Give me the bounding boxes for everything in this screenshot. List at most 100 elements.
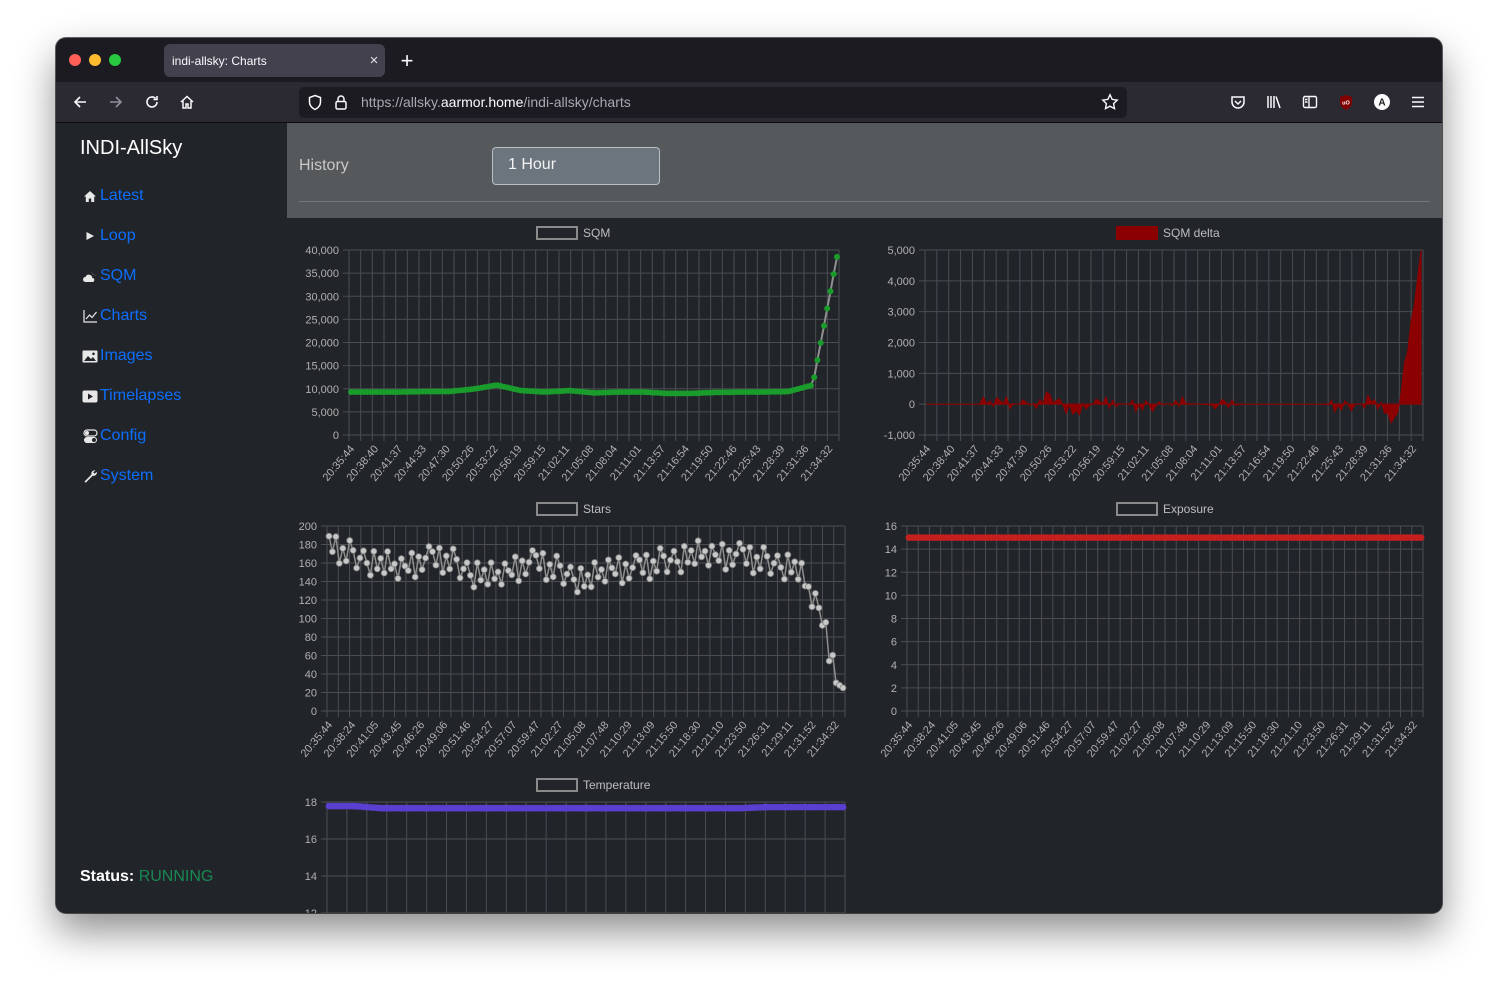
data-point <box>377 554 385 562</box>
sidebar-item-charts[interactable]: Charts <box>80 307 147 325</box>
y-tick-label: 180 <box>299 540 317 552</box>
pocket-icon[interactable] <box>1226 90 1250 114</box>
sidebar-item-timelapses[interactable]: Timelapses <box>80 387 181 405</box>
brand-title[interactable]: INDI-AllSky <box>80 137 183 159</box>
series-area <box>926 249 1422 424</box>
data-point <box>432 561 440 569</box>
y-tick-label: 200 <box>299 521 317 533</box>
data-point <box>398 555 405 563</box>
bookmark-star-icon[interactable] <box>1101 93 1119 114</box>
data-point <box>425 543 433 550</box>
svg-text:A: A <box>1378 98 1385 109</box>
y-tick-label: 0 <box>333 430 339 442</box>
library-icon[interactable] <box>1262 90 1286 114</box>
data-point <box>777 563 785 571</box>
sidebar-item-system[interactable]: System <box>80 467 153 485</box>
legend-label: SQM delta <box>1163 226 1220 240</box>
shield-icon[interactable] <box>307 94 323 114</box>
data-point <box>756 565 764 573</box>
ublock-icon[interactable]: uO <box>1334 90 1358 114</box>
data-point <box>725 546 733 554</box>
data-point <box>346 537 354 544</box>
tab-close-icon[interactable]: × <box>369 52 379 69</box>
history-select[interactable]: 1 Hour <box>492 147 660 185</box>
y-tick-label: 60 <box>305 651 317 663</box>
data-point <box>821 322 828 329</box>
data-point <box>805 583 812 591</box>
data-point <box>642 551 650 559</box>
sidebar-item-loop[interactable]: Loop <box>80 227 136 245</box>
close-window-button[interactable] <box>69 54 81 66</box>
data-point <box>456 574 464 582</box>
data-point <box>549 573 557 581</box>
address-bar[interactable]: https://allsky.aarmor.home/indi-allsky/c… <box>299 87 1127 118</box>
data-point <box>760 543 768 551</box>
wrench-icon <box>80 468 100 484</box>
data-point <box>715 557 723 565</box>
data-point <box>487 559 495 567</box>
legend-label: SQM <box>583 226 610 240</box>
data-point <box>508 571 516 579</box>
data-point <box>763 552 771 560</box>
chart-sqm-delta: SQM delta 5,000 4,000 3,000 2,000 1,000 0 -1,00… <box>884 226 1424 484</box>
forward-arrow-icon[interactable] <box>104 90 128 114</box>
data-point <box>649 557 657 565</box>
data-point <box>814 357 821 364</box>
data-point <box>753 553 761 561</box>
data-point <box>839 803 847 811</box>
data-point <box>542 576 550 584</box>
data-point <box>353 564 360 572</box>
zoom-window-button[interactable] <box>109 54 121 66</box>
data-point <box>629 564 637 572</box>
data-point <box>673 558 681 566</box>
data-point <box>484 580 492 588</box>
house-icon <box>80 188 100 204</box>
data-point <box>708 542 716 550</box>
sidebar: INDI-AllSky Latest Loop SQM Charts Image… <box>56 123 287 913</box>
data-point <box>807 382 814 389</box>
data-point <box>567 563 574 571</box>
sidebar-toggle-icon[interactable] <box>1298 90 1322 114</box>
sidebar-item-sqm[interactable]: SQM <box>80 267 136 285</box>
reload-icon[interactable] <box>140 90 164 114</box>
data-point <box>718 540 726 548</box>
data-point <box>335 559 343 567</box>
home-icon[interactable] <box>175 90 199 114</box>
url-text[interactable]: https://allsky.aarmor.home/indi-allsky/c… <box>361 94 631 110</box>
browser-tab[interactable]: indi-allsky: Charts × <box>164 44 385 77</box>
data-point <box>339 544 347 552</box>
back-arrow-icon[interactable] <box>68 90 92 114</box>
data-point <box>660 552 668 560</box>
hamburger-menu-icon[interactable] <box>1406 90 1430 114</box>
legend-swatch <box>536 778 578 792</box>
data-point <box>535 565 543 573</box>
data-point <box>494 568 502 576</box>
data-point <box>370 547 378 555</box>
data-point <box>463 559 471 567</box>
legend-label: Stars <box>583 502 611 516</box>
minimize-window-button[interactable] <box>89 54 101 66</box>
y-tick-label: 35,000 <box>305 268 339 280</box>
new-tab-button[interactable]: + <box>400 48 414 73</box>
data-point <box>470 583 478 591</box>
data-point <box>608 564 616 572</box>
data-point <box>784 551 792 559</box>
account-avatar-icon[interactable]: A <box>1370 90 1394 114</box>
sidebar-item-latest[interactable]: Latest <box>80 187 144 205</box>
tab-title: indi-allsky: Charts <box>172 53 267 68</box>
data-point <box>827 288 834 295</box>
y-tick-label: 18 <box>305 797 317 809</box>
y-tick-label: 12 <box>885 567 897 579</box>
y-tick-label: 1,000 <box>887 368 915 380</box>
y-tick-label: 30,000 <box>305 291 339 303</box>
data-point <box>601 577 609 585</box>
sidebar-item-label: Images <box>100 347 153 364</box>
sidebar-item-images[interactable]: Images <box>80 347 152 365</box>
y-tick-label: 4,000 <box>887 276 915 288</box>
sidebar-item-config[interactable]: Config <box>80 427 146 445</box>
data-point <box>729 561 737 569</box>
sidebar-item-label: SQM <box>100 267 137 284</box>
data-point <box>632 552 640 559</box>
data-point <box>811 374 818 381</box>
lock-icon[interactable] <box>333 94 349 114</box>
